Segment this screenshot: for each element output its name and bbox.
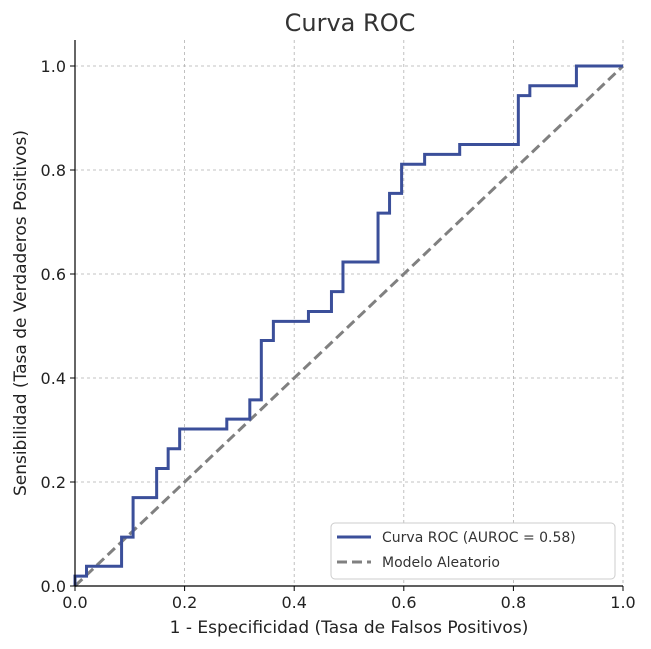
- axes: [74, 40, 623, 587]
- y-tick-label-2: 0.4: [41, 369, 66, 388]
- random-model-line: [73, 64, 625, 588]
- x-tick-label-4: 0.8: [501, 593, 526, 612]
- y-tick-label-4: 0.8: [41, 161, 66, 180]
- y-tick-label-5: 1.0: [41, 57, 66, 76]
- series-layer: [73, 64, 625, 588]
- x-tick-label-1: 0.2: [172, 593, 197, 612]
- x-tick-label-5: 1.0: [610, 593, 635, 612]
- legend-box: [330, 522, 616, 580]
- x-tick-label-0: 0.0: [62, 593, 87, 612]
- legend-label-roc: Curva ROC (AUROC = 0.58): [382, 530, 576, 546]
- legend-label-random: Modelo Aleatorio: [382, 555, 500, 571]
- chart-title: Curva ROC: [285, 9, 416, 37]
- x-tick-label-2: 0.4: [281, 593, 306, 612]
- x-axis-label: 1 - Especificidad (Tasa de Falsos Positi…: [170, 618, 529, 638]
- y-tick-label-3: 0.6: [41, 265, 66, 284]
- grid-lines: [75, 40, 624, 586]
- y-tick-label-0: 0.0: [41, 577, 66, 596]
- x-tick-label-3: 0.6: [391, 593, 416, 612]
- y-ticks: 0.0 0.2 0.4 0.6 0.8 1.0: [41, 57, 75, 596]
- x-ticks: 0.0 0.2 0.4 0.6 0.8 1.0: [62, 586, 636, 612]
- y-axis-label: Sensibilidad (Tasa de Verdaderos Positiv…: [11, 130, 31, 496]
- roc-curve-line: [73, 64, 623, 586]
- y-tick-label-1: 0.2: [41, 473, 66, 492]
- legend: Curva ROC (AUROC = 0.58) Modelo Aleatori…: [330, 522, 616, 580]
